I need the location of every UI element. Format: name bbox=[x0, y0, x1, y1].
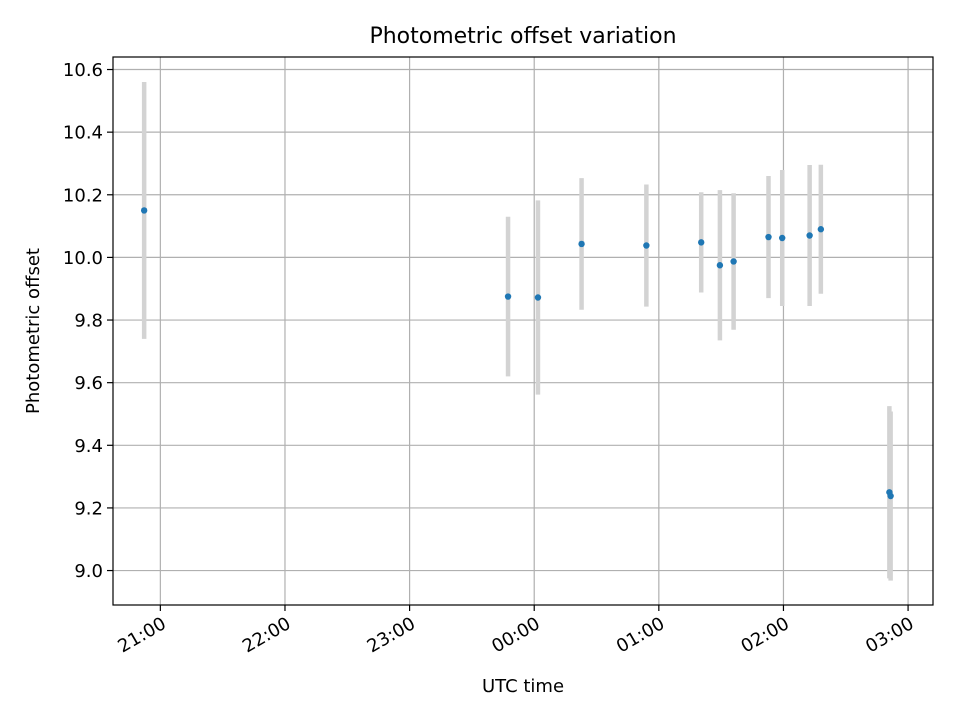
y-axis-label: Photometric offset bbox=[23, 248, 44, 414]
data-point bbox=[887, 492, 894, 500]
grid bbox=[113, 57, 933, 605]
y-tick-label: 9.8 bbox=[74, 311, 103, 332]
x-tick-label: 01:00 bbox=[613, 613, 668, 657]
data-point bbox=[765, 233, 772, 241]
x-tick-label: 21:00 bbox=[114, 613, 169, 657]
y-tick-label: 9.4 bbox=[74, 436, 103, 457]
y-tick-label: 9.2 bbox=[74, 498, 103, 519]
y-axis-ticks: 9.0 9.2 9.4 9.6 9.8 10.0 10.2 10.4 10.6 bbox=[63, 60, 113, 582]
data-points bbox=[140, 207, 894, 500]
x-tick-label: 23:00 bbox=[364, 613, 419, 657]
data-point bbox=[578, 240, 585, 248]
data-point bbox=[698, 239, 705, 246]
x-tick-label: 22:00 bbox=[239, 613, 294, 657]
y-tick-label: 10.2 bbox=[63, 185, 103, 206]
plot-frame bbox=[112, 56, 934, 606]
y-tick-label: 10.6 bbox=[63, 60, 103, 81]
y-tick-label: 9.0 bbox=[74, 561, 103, 582]
data-point bbox=[140, 207, 148, 214]
data-point bbox=[716, 262, 724, 269]
y-tick-label: 10.4 bbox=[63, 123, 103, 144]
chart-title: Photometric offset variation bbox=[369, 24, 676, 49]
data-point bbox=[643, 242, 650, 249]
data-point bbox=[504, 293, 512, 300]
data-point bbox=[806, 232, 813, 239]
x-tick-label: 02:00 bbox=[738, 613, 793, 657]
error-bars bbox=[141, 82, 893, 581]
x-axis-label: UTC time bbox=[482, 676, 564, 697]
y-tick-label: 10.0 bbox=[63, 248, 103, 269]
x-tick-label: 00:00 bbox=[488, 613, 543, 657]
x-axis-ticks: 21:00 22:00 23:00 00:00 01:00 02:00 03:00 bbox=[114, 605, 918, 657]
data-point bbox=[534, 294, 542, 301]
data-point bbox=[779, 234, 786, 242]
data-point bbox=[817, 226, 825, 233]
x-tick-label: 03:00 bbox=[862, 613, 917, 657]
y-tick-label: 9.6 bbox=[74, 373, 103, 394]
data-point bbox=[730, 258, 737, 265]
